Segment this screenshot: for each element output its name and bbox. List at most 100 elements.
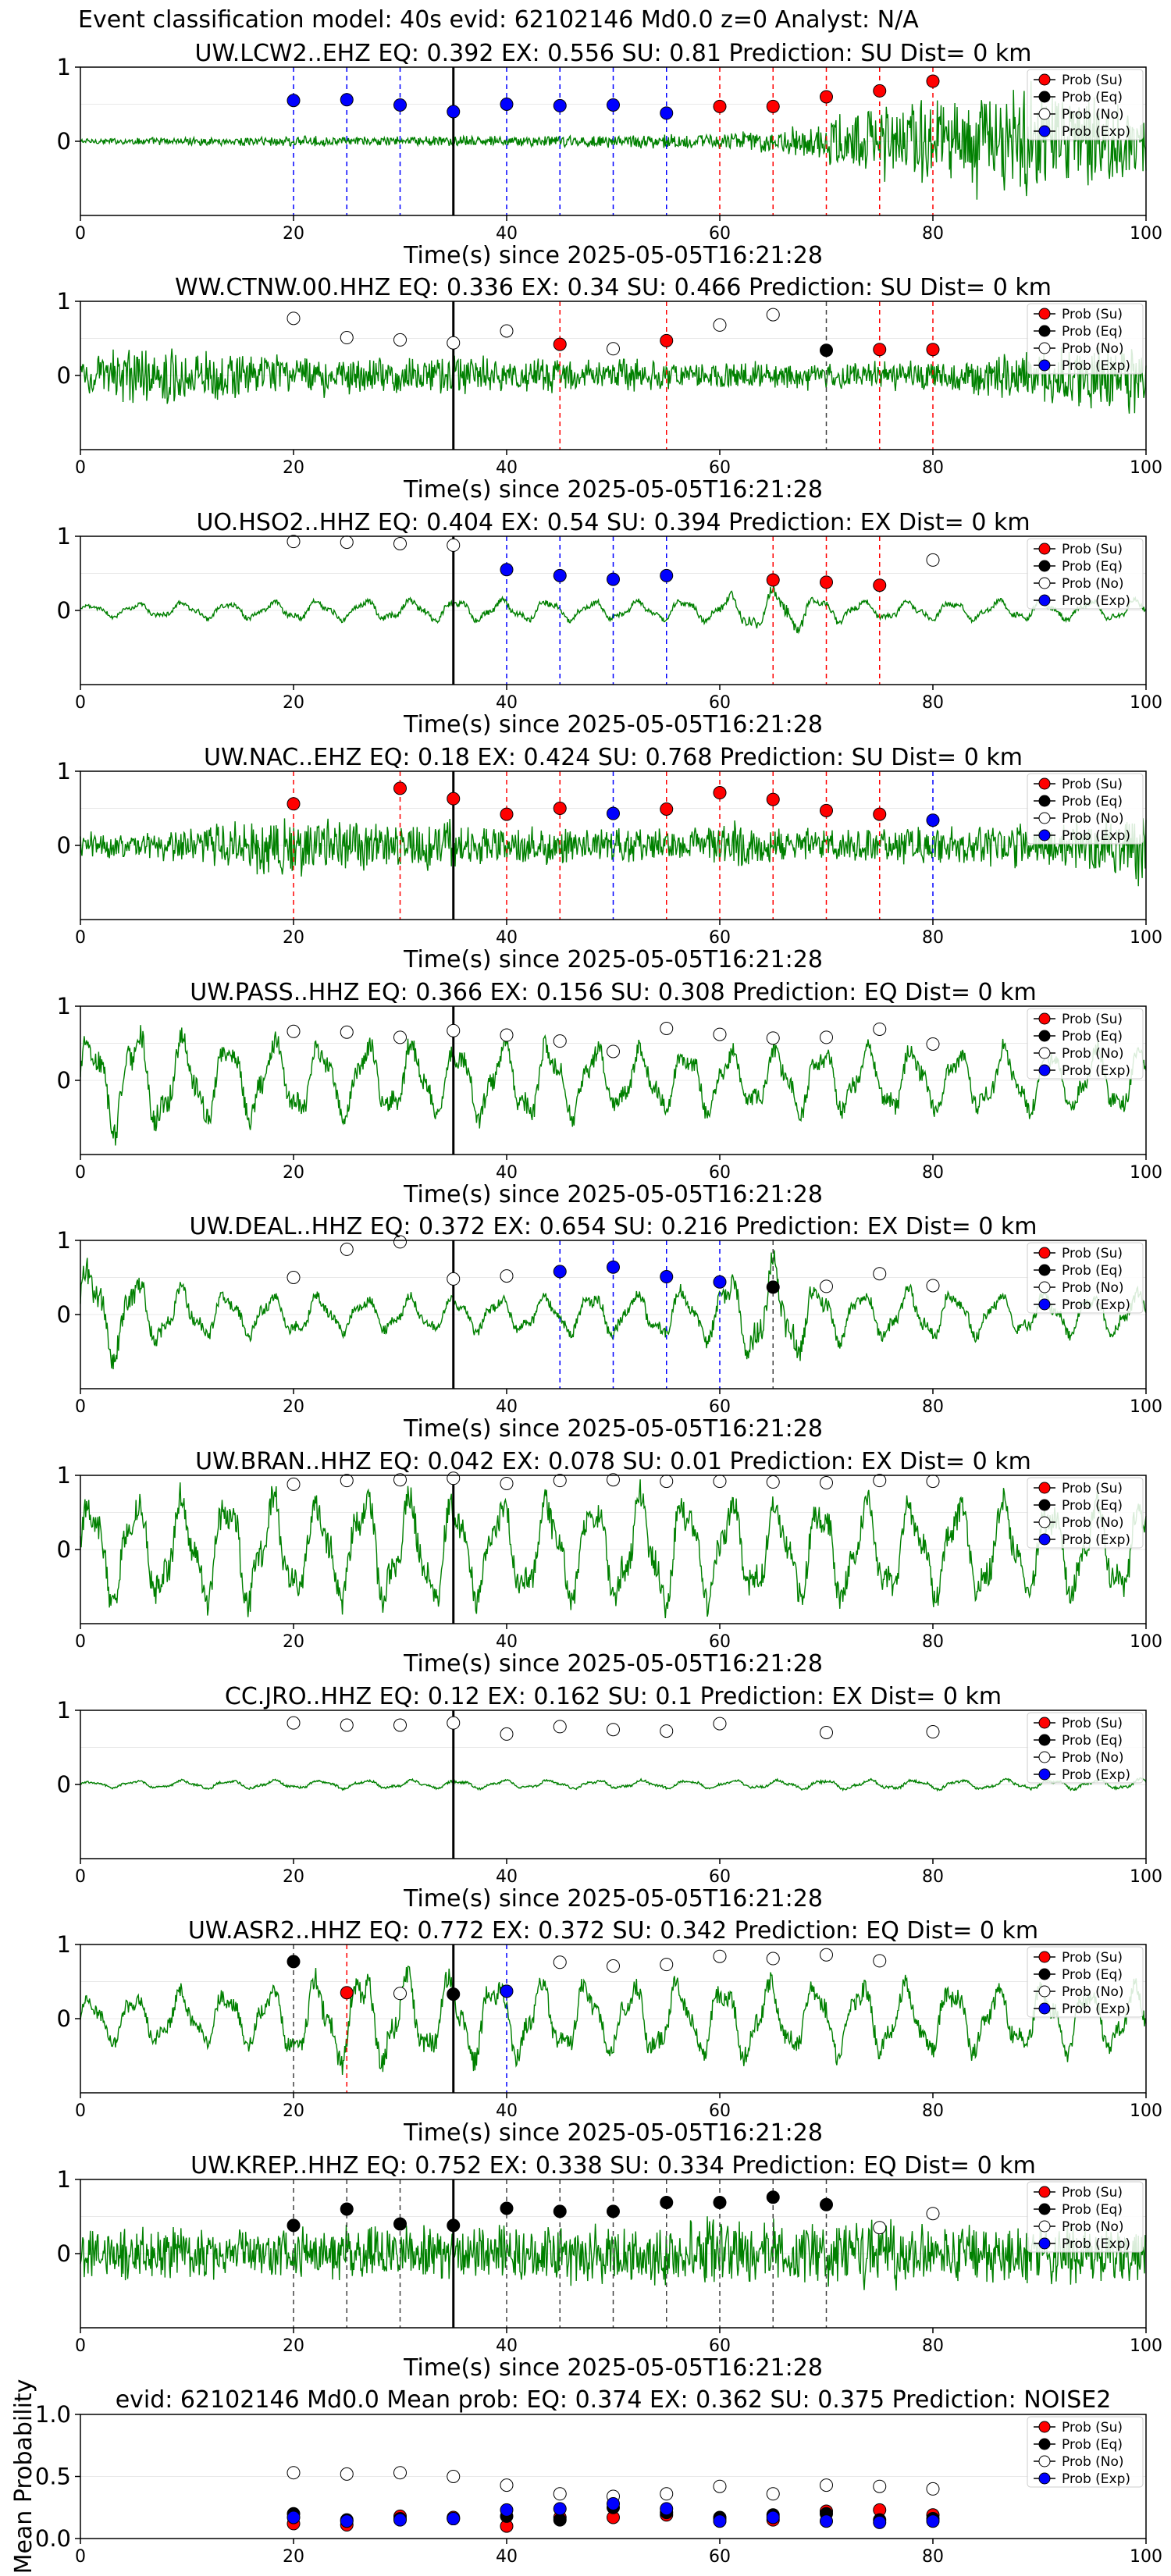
y-tick-label: 1 (57, 54, 71, 80)
legend-marker-su (1038, 1717, 1051, 1729)
legend-label-eq: Prob (Eq) (1062, 559, 1123, 575)
x-tick-label: 60 (709, 1163, 731, 1183)
legend-marker-su (1038, 73, 1051, 86)
x-tick-label: 20 (283, 1632, 304, 1652)
prob-marker-exp (713, 1275, 727, 1289)
y-tick-label: 1.0 (35, 2401, 71, 2428)
legend-marker-eq (1038, 1499, 1051, 1511)
y-tick-label: 1 (57, 1697, 71, 1724)
legend-label-eq: Prob (Eq) (1062, 1733, 1123, 1749)
legend-label-eq: Prob (Eq) (1062, 1029, 1123, 1044)
x-tick-label: 0 (75, 2101, 86, 2121)
prob-marker-su (926, 74, 940, 88)
x-tick-label: 80 (922, 1397, 944, 1417)
prob-marker-no (873, 2221, 887, 2235)
prob-marker-eq (393, 2217, 407, 2231)
legend-label-eq: Prob (Eq) (1062, 2202, 1123, 2218)
prob-marker-eq (766, 2190, 780, 2204)
y-tick-label: 0 (57, 128, 71, 155)
legend-label-exp: Prob (Exp) (1062, 1767, 1130, 1783)
x-tick-label: 0 (75, 1163, 86, 1183)
legend-box (1027, 1477, 1144, 1549)
mean-prob-marker-exp (393, 2513, 407, 2527)
prob-marker-no (713, 1027, 727, 1041)
x-tick-label: 80 (922, 2336, 944, 2356)
prob-marker-su (820, 803, 833, 817)
legend-label-no: Prob (No) (1062, 1750, 1124, 1766)
y-tick-label: 0 (57, 362, 71, 389)
prob-marker-su (873, 84, 887, 98)
x-tick-label: 0 (75, 458, 86, 478)
y-tick-label: 0 (57, 1536, 71, 1563)
legend-marker-exp (1038, 594, 1051, 607)
x-axis-label: Time(s) since 2025-05-05T16:21:28 (403, 1885, 823, 1912)
x-axis-label: Time(s) since 2025-05-05T16:21:28 (403, 2354, 823, 2382)
x-tick-label: 60 (709, 458, 731, 478)
x-tick-label: 20 (283, 224, 304, 244)
legend-label-eq: Prob (Eq) (1062, 1263, 1123, 1279)
legend-box (1027, 1242, 1144, 1314)
prob-marker-no (340, 1242, 354, 1256)
x-tick-label: 60 (709, 693, 731, 713)
prob-marker-no (340, 535, 354, 550)
x-tick-label: 80 (922, 458, 944, 478)
legend-label-su: Prob (Su) (1062, 1481, 1123, 1496)
panel-title: UW.PASS..HHZ EQ: 0.366 EX: 0.156 SU: 0.3… (190, 979, 1037, 1006)
prob-marker-exp (500, 563, 514, 577)
x-axis-label: Time(s) since 2025-05-05T16:21:28 (403, 1650, 823, 1678)
legend-label-exp: Prob (Exp) (1062, 2001, 1130, 2017)
y-axis-label: Mean Probability (10, 2379, 37, 2574)
mean-prob-marker-no (553, 2487, 567, 2501)
waveform-trace (80, 1966, 1147, 2076)
legend-label-su: Prob (Su) (1062, 2420, 1123, 2435)
x-tick-label: 80 (922, 2547, 944, 2567)
prob-marker-no (340, 1474, 354, 1488)
waveform-trace (80, 2216, 1147, 2291)
prob-marker-no (447, 1023, 461, 1037)
x-tick-label: 0 (75, 1867, 86, 1887)
prob-marker-no (287, 1716, 301, 1730)
legend-label-exp: Prob (Exp) (1062, 828, 1130, 844)
prob-marker-no (393, 1987, 407, 2001)
panel-title: UO.HSO2..HHZ EQ: 0.404 EX: 0.54 SU: 0.39… (196, 509, 1030, 536)
legend-box (1027, 1946, 1144, 2018)
prob-marker-no (820, 1948, 833, 1962)
x-tick-label: 0 (75, 928, 86, 948)
legend-box (1027, 2416, 1144, 2488)
prob-marker-eq (553, 2204, 567, 2218)
prob-marker-no (500, 1269, 514, 1283)
mean-prob-marker-exp (607, 2496, 620, 2510)
x-tick-label: 100 (1130, 2101, 1162, 2121)
x-axis-label: Time(s) since 2025-05-05T16:21:28 (403, 2119, 823, 2147)
x-tick-label: 40 (496, 1632, 518, 1652)
y-tick-label: 0 (57, 1301, 71, 1328)
legend-box (1027, 69, 1144, 141)
mean-prob-marker-no (820, 2478, 833, 2492)
legend-marker-eq (1038, 2438, 1051, 2450)
legend-label-su: Prob (Su) (1062, 307, 1123, 322)
prob-marker-su (820, 575, 833, 589)
legend-label-su: Prob (Su) (1062, 1716, 1123, 1731)
x-tick-label: 100 (1130, 1867, 1162, 1887)
legend-label-eq: Prob (Eq) (1062, 1967, 1123, 1983)
prob-marker-no (766, 1952, 780, 1966)
x-tick-label: 40 (496, 224, 518, 244)
legend-marker-su (1038, 1951, 1051, 1963)
x-tick-label: 0 (75, 693, 86, 713)
x-tick-label: 80 (922, 1867, 944, 1887)
mean-prob-marker-no (713, 2479, 727, 2493)
legend-box (1027, 538, 1144, 610)
legend-marker-eq (1038, 325, 1051, 337)
x-tick-label: 100 (1130, 1632, 1162, 1652)
x-tick-label: 60 (709, 1397, 731, 1417)
legend-marker-eq (1038, 1264, 1051, 1276)
prob-marker-no (607, 342, 620, 356)
x-axis-label: Time(s) since 2025-05-05T16:21:28 (403, 242, 823, 269)
legend-marker-eq (1038, 795, 1051, 807)
prob-marker-su (926, 343, 940, 357)
legend-label-no: Prob (No) (1062, 576, 1124, 592)
x-tick-label: 60 (709, 1632, 731, 1652)
legend-marker-no (1038, 1985, 1051, 1998)
prob-marker-no (660, 1475, 674, 1489)
panel-title: UW.KREP..HHZ EQ: 0.752 EX: 0.338 SU: 0.3… (190, 2152, 1036, 2179)
